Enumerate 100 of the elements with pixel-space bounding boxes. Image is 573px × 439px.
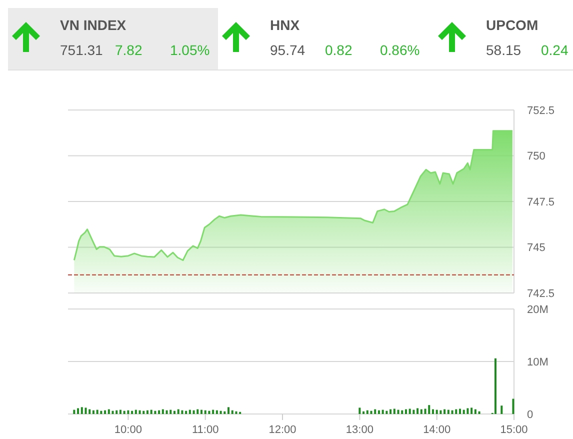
- bar: [444, 409, 446, 414]
- bar: [393, 408, 396, 414]
- bar: [142, 410, 145, 414]
- y-tick-label: 750: [527, 150, 546, 163]
- bar: [455, 409, 458, 414]
- bar: [390, 409, 392, 414]
- x-tick-label: 11:00: [192, 424, 219, 436]
- bar: [150, 410, 152, 414]
- bar: [408, 408, 411, 414]
- bar: [428, 405, 430, 414]
- bar: [84, 408, 87, 414]
- bar: [100, 410, 102, 414]
- bar: [374, 409, 376, 414]
- bar: [424, 408, 426, 414]
- bar: [470, 408, 473, 414]
- text: 0.82: [325, 42, 352, 58]
- bar: [116, 410, 118, 414]
- bar: [447, 410, 450, 414]
- bar: [208, 410, 210, 414]
- bar: [462, 410, 465, 414]
- bar: [80, 407, 83, 414]
- bar: [212, 410, 214, 414]
- category-label: UPCOM: [486, 17, 538, 33]
- y-tick-label: 20M: [527, 304, 548, 316]
- bar: [500, 406, 503, 414]
- bar: [412, 410, 415, 414]
- bar: [181, 410, 184, 414]
- bar: [220, 410, 222, 414]
- bar: [192, 410, 195, 414]
- bar: [73, 410, 76, 414]
- bar: [188, 410, 191, 414]
- bar: [231, 410, 234, 414]
- bar: [436, 410, 438, 414]
- bar: [512, 398, 514, 414]
- bar: [216, 410, 218, 414]
- bar: [370, 410, 372, 414]
- bar: [177, 409, 180, 414]
- text: 7.82: [115, 42, 142, 58]
- bar: [166, 410, 168, 414]
- bar: [170, 410, 172, 414]
- bar: [173, 410, 176, 414]
- bar: [440, 410, 442, 414]
- bar: [131, 410, 134, 414]
- bar: [235, 411, 238, 414]
- x-tick-label: 15:00: [500, 424, 528, 436]
- x-tick-label: 13:00: [346, 424, 374, 436]
- x-tick-label: 14:00: [423, 424, 451, 436]
- bar: [119, 410, 122, 414]
- text: 95.74: [270, 42, 306, 58]
- bar: [466, 408, 469, 414]
- bar: [494, 358, 496, 414]
- bar: [478, 411, 480, 414]
- text: 751.31: [60, 42, 103, 58]
- bar: [96, 410, 98, 414]
- category-label: HNX: [270, 17, 300, 33]
- text: 0.86%: [380, 42, 420, 58]
- text: 1.05%: [170, 42, 210, 58]
- bar: [378, 410, 380, 414]
- bar: [127, 410, 130, 414]
- bar: [138, 410, 141, 414]
- y-tick-label: 0: [527, 408, 534, 421]
- bar: [123, 410, 126, 414]
- y-tick-label: 747.5: [527, 196, 555, 208]
- bar: [386, 410, 388, 414]
- bar: [358, 408, 361, 414]
- text: 0.24: [541, 42, 568, 58]
- bar: [224, 411, 226, 414]
- y-tick-label: 742.5: [527, 288, 555, 300]
- y-tick-label: 745: [527, 242, 546, 254]
- bar: [196, 409, 199, 414]
- bar: [416, 408, 419, 414]
- category-label: VN INDEX: [60, 17, 127, 33]
- y-tick-label: 10M: [527, 356, 548, 368]
- bar: [432, 409, 434, 414]
- bar: [134, 410, 137, 414]
- bar: [146, 410, 148, 414]
- bar: [458, 408, 461, 414]
- bar: [228, 407, 230, 414]
- bar: [200, 410, 202, 414]
- bar: [92, 410, 94, 414]
- bar: [88, 409, 91, 414]
- bar: [154, 410, 156, 414]
- bar: [362, 411, 365, 414]
- text: 58.15: [486, 42, 522, 58]
- bar: [108, 409, 110, 414]
- bar: [204, 410, 206, 414]
- bar: [77, 408, 80, 414]
- bar: [185, 410, 188, 414]
- bar: [401, 410, 404, 414]
- bar: [404, 409, 407, 414]
- x-tick-label: 10:00: [114, 424, 142, 436]
- bar: [451, 410, 454, 414]
- bar: [112, 410, 114, 414]
- bar: [420, 409, 422, 414]
- bar: [104, 410, 106, 414]
- bar: [474, 409, 476, 414]
- bar: [162, 409, 164, 414]
- x-tick-label: 12:00: [268, 424, 296, 436]
- bar: [366, 410, 368, 414]
- y-tick-label: 752.5: [527, 104, 555, 117]
